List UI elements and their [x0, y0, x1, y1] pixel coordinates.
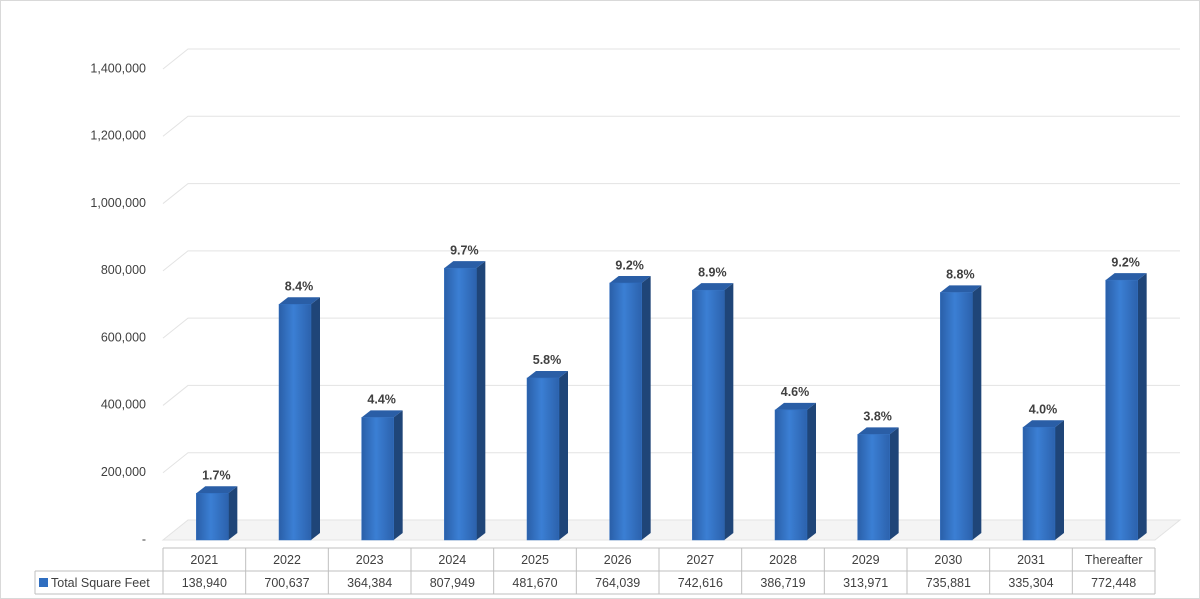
table-value: 386,719 [760, 576, 805, 590]
y-tick-label: 1,200,000 [90, 129, 146, 143]
bar-side [807, 402, 816, 540]
bar [940, 292, 973, 541]
bar-label: 8.9% [698, 265, 727, 279]
bar-top [361, 410, 403, 418]
bar-top [279, 297, 320, 305]
bar-label: 5.8% [533, 353, 562, 367]
bar-top [775, 402, 816, 410]
y-tick-label: 200,000 [101, 465, 146, 479]
bar [774, 409, 808, 541]
table-value: 735,881 [926, 576, 971, 590]
grid-line [162, 452, 1180, 474]
y-tick-label: 400,000 [101, 398, 146, 412]
table-value: 807,949 [430, 576, 475, 590]
bar-label: 9.2% [615, 258, 644, 272]
bar-side [724, 283, 734, 540]
bar-label: 4.6% [781, 385, 810, 399]
bar-label: 8.8% [946, 268, 975, 282]
table-value: 742,616 [678, 576, 723, 590]
table-value: 700,637 [264, 576, 309, 590]
bar-top [444, 261, 486, 269]
bar-label: 9.7% [450, 243, 479, 257]
grid-line [162, 317, 1180, 339]
grid-line [162, 183, 1180, 204]
y-tick-label: 800,000 [101, 263, 146, 277]
bar-side [559, 370, 568, 540]
bar-side [1137, 273, 1147, 540]
bar-top [609, 275, 651, 283]
bar-side [311, 297, 320, 540]
x-tick-label: 2031 [1017, 553, 1045, 567]
bar-side [476, 261, 486, 540]
table-value: 335,304 [1008, 576, 1053, 590]
grid-line [162, 384, 1180, 406]
bar [857, 434, 890, 541]
bar-top [196, 486, 238, 494]
y-tick-label: 1,400,000 [90, 61, 146, 75]
bar [361, 417, 394, 541]
x-tick-label: 2022 [273, 553, 301, 567]
bar-label: 9.2% [1111, 255, 1140, 269]
bar [196, 493, 229, 541]
bar [278, 304, 312, 541]
bar-top [857, 427, 899, 435]
bar-top [940, 285, 982, 293]
bar-label: 4.0% [1029, 402, 1058, 416]
bar-label: 1.7% [202, 469, 231, 483]
bar-label: 3.8% [863, 410, 892, 424]
y-tick-label: 1,000,000 [90, 196, 146, 210]
bar-side [641, 275, 651, 540]
bar-side [228, 486, 238, 540]
bar-label: 8.4% [285, 280, 314, 294]
table-value: 481,670 [512, 576, 557, 590]
legend-label: Total Square Feet [51, 576, 150, 590]
x-tick-label: Thereafter [1085, 553, 1143, 567]
y-tick-label: - [142, 532, 146, 546]
bar [1105, 279, 1138, 541]
x-tick-label: 2025 [521, 553, 549, 567]
floor [161, 519, 1182, 541]
table-value: 772,448 [1091, 576, 1136, 590]
x-tick-label: 2024 [438, 553, 466, 567]
bar-label: 4.4% [367, 393, 396, 407]
bar-top [692, 283, 734, 291]
grid-line [162, 48, 1180, 70]
x-tick-label: 2026 [604, 553, 632, 567]
grid-line [162, 250, 1180, 272]
bar-top [1023, 420, 1064, 428]
bar [1022, 426, 1056, 541]
bar [609, 282, 642, 541]
grid-line [162, 115, 1180, 137]
bar-top [1105, 273, 1147, 281]
x-tick-label: 2029 [852, 553, 880, 567]
legend-swatch [39, 578, 48, 587]
x-tick-label: 2021 [190, 553, 218, 567]
bar [692, 289, 725, 541]
table-value: 313,971 [843, 576, 888, 590]
bar-top [527, 370, 568, 378]
bar-side [1055, 420, 1064, 540]
x-tick-label: 2027 [686, 553, 714, 567]
bar-side [889, 427, 899, 540]
bar-side [393, 410, 403, 540]
y-tick-label: 600,000 [101, 330, 146, 344]
x-tick-label: 2023 [356, 553, 384, 567]
table-value: 764,039 [595, 576, 640, 590]
bar-side [972, 285, 982, 540]
table-value: 138,940 [182, 576, 227, 590]
bar [444, 267, 477, 541]
x-tick-label: 2028 [769, 553, 797, 567]
x-tick-label: 2030 [934, 553, 962, 567]
table-value: 364,384 [347, 576, 392, 590]
bar [526, 377, 560, 541]
